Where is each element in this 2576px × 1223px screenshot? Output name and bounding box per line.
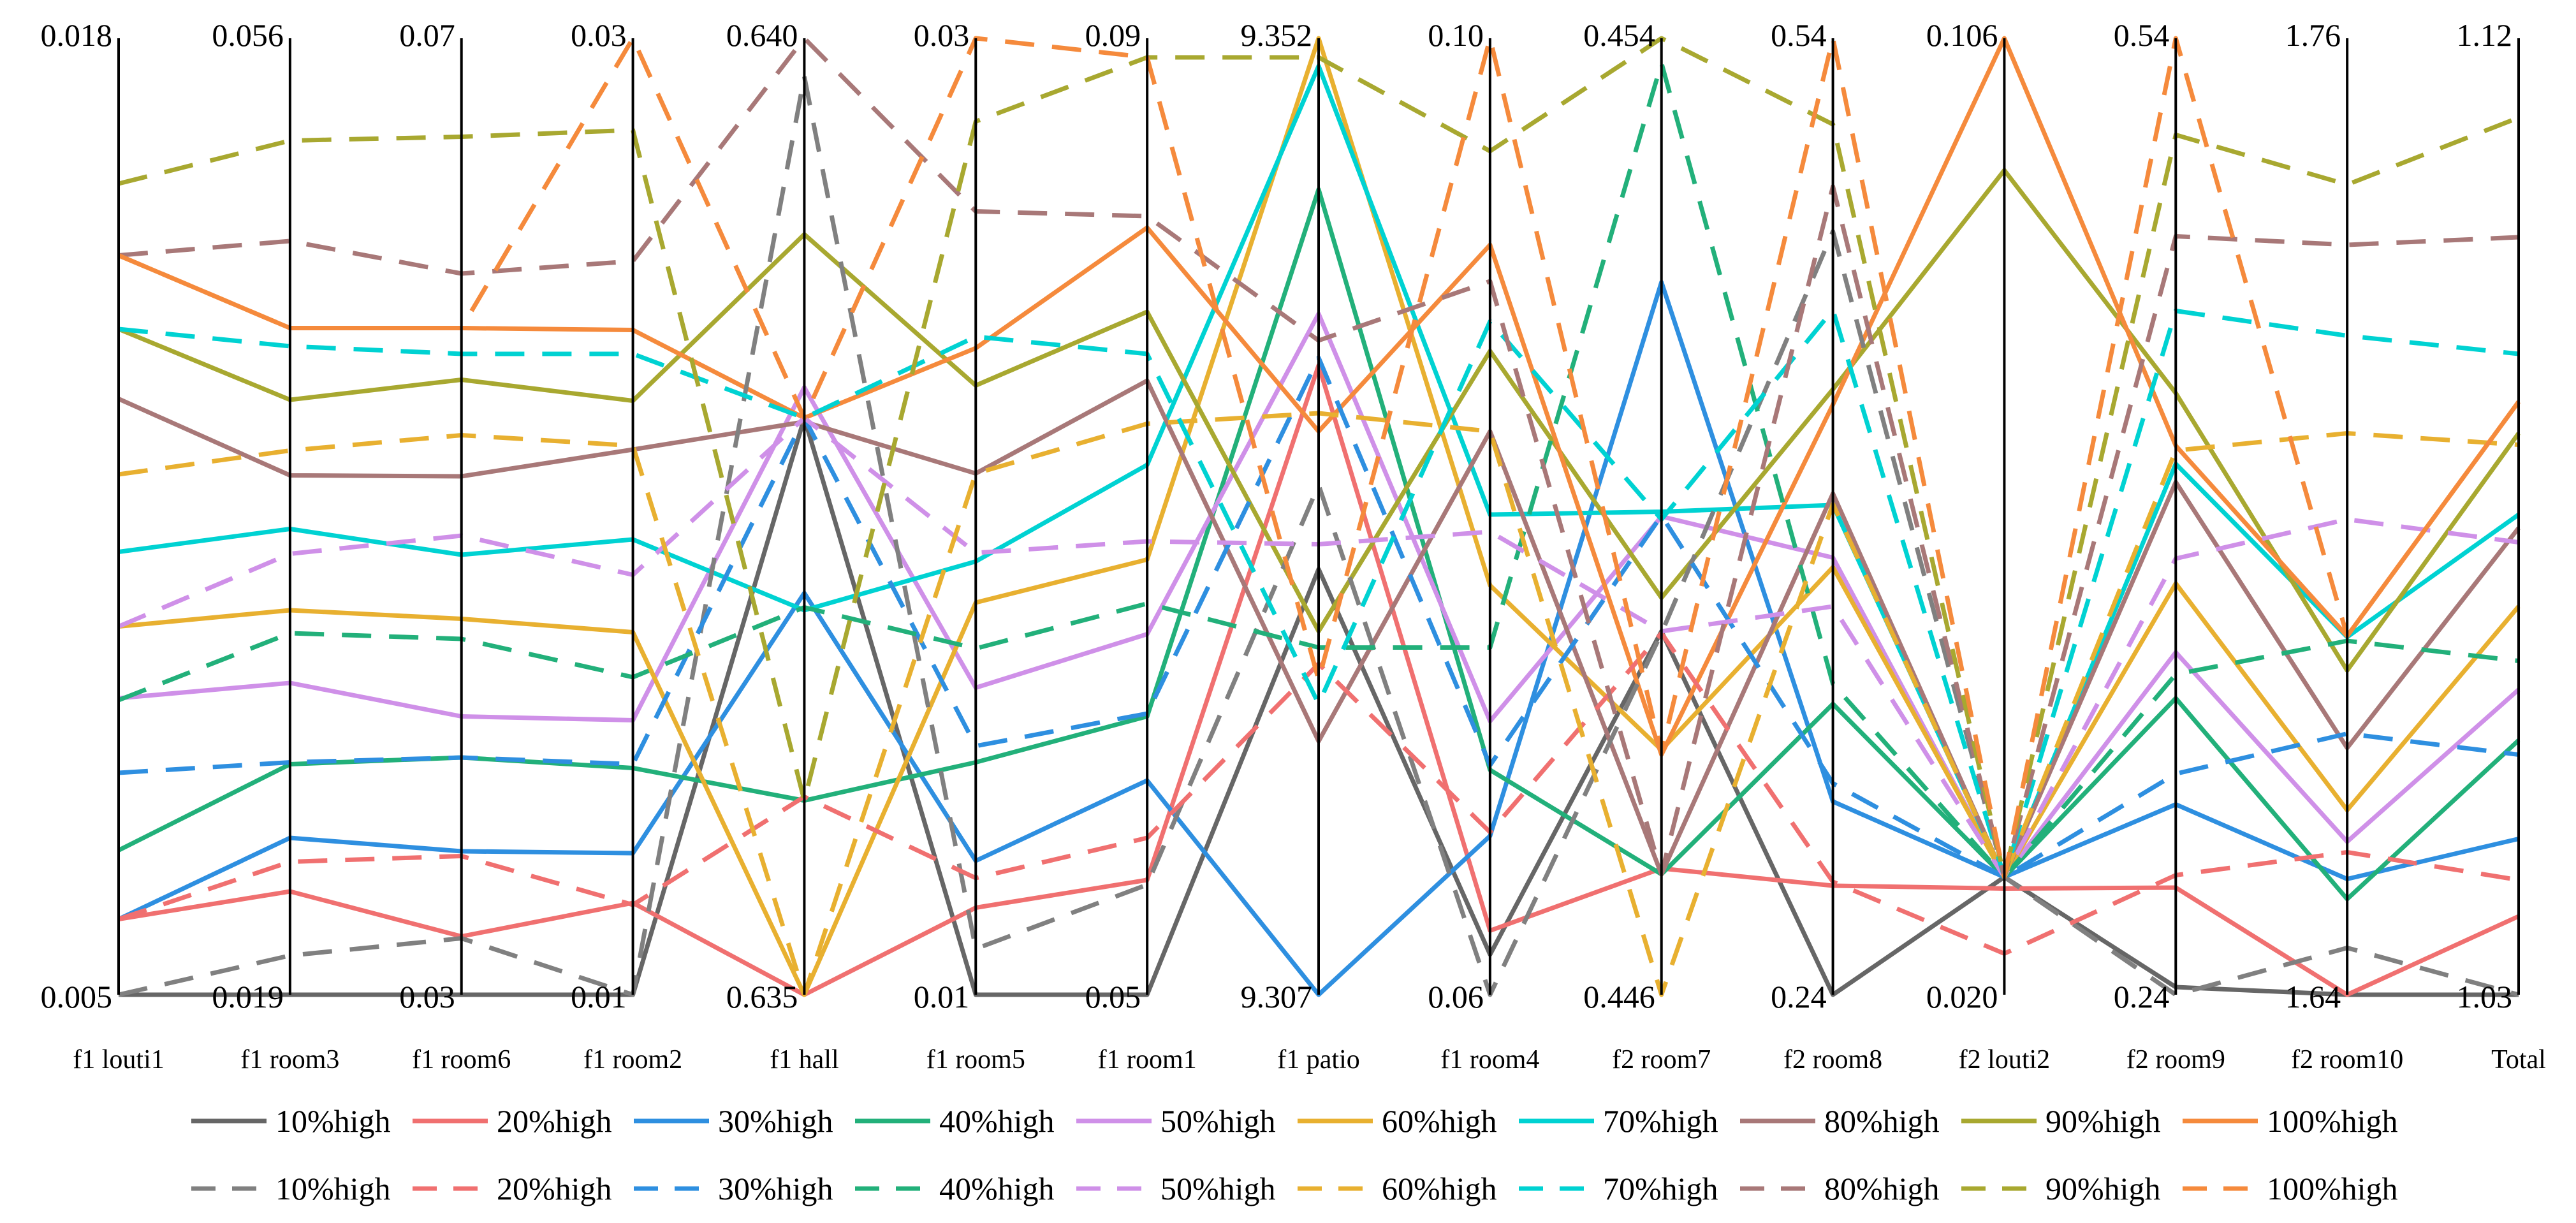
axis-title-f2-room9: f2 room9 — [2126, 1045, 2225, 1074]
legend-item-70pcthigh-solid: 70%high — [1519, 1103, 1718, 1139]
axis-min-label-f1-room6: 0.03 — [399, 979, 455, 1014]
axis-max-label-f1-room1: 0.09 — [1085, 17, 1141, 53]
legend-label: 60%high — [1382, 1171, 1497, 1206]
legend-item-20pcthigh-solid: 20%high — [413, 1103, 612, 1139]
legend-item-80pcthigh-solid: 80%high — [1740, 1103, 1940, 1139]
axis-max-label-f2-louti2: 0.106 — [1926, 17, 1998, 53]
legend-item-90pcthigh-solid: 90%high — [1961, 1103, 2161, 1139]
legend-item-100pcthigh-dashed: 100%high — [2183, 1171, 2398, 1206]
axis-labels: 0.018 0.005 f1 louti1 0.056 0.019 f1 room3 0.0… — [41, 17, 2546, 1074]
axis-min-label-total: 1.03 — [2457, 979, 2513, 1014]
legend-label: 50%high — [1160, 1171, 1276, 1206]
legend-item-50pcthigh-solid: 50%high — [1076, 1103, 1276, 1139]
axis-title-f1-room6: f1 room6 — [412, 1045, 511, 1074]
axis-max-label-f1-room6: 0.07 — [399, 17, 455, 53]
legend-label: 50%high — [1160, 1103, 1276, 1139]
series-line-10pcthigh-dashed — [118, 74, 2519, 997]
legend-label: 30%high — [718, 1103, 833, 1139]
axis-min-label-f2-louti2: 0.020 — [1926, 979, 1998, 1014]
legend-item-20pcthigh-dashed: 20%high — [413, 1171, 612, 1206]
legend-label: 20%high — [497, 1171, 612, 1206]
axis-min-label-f1-louti1: 0.005 — [41, 979, 113, 1014]
legend-item-100pcthigh-solid: 100%high — [2183, 1103, 2398, 1139]
legend-item-80pcthigh-dashed: 80%high — [1740, 1171, 1940, 1206]
axis-title-f1-louti1: f1 louti1 — [73, 1045, 165, 1074]
legend-label: 10%high — [275, 1103, 391, 1139]
axis-max-label-f1-room3: 0.056 — [212, 17, 284, 53]
legend-item-50pcthigh-dashed: 50%high — [1076, 1171, 1276, 1206]
axis-min-label-f1-room5: 0.01 — [914, 979, 970, 1014]
series-line-100pcthigh-dashed — [117, 36, 2521, 879]
legend-item-70pcthigh-dashed: 70%high — [1519, 1171, 1718, 1206]
legend-label: 80%high — [1824, 1103, 1940, 1139]
legend-label: 80%high — [1824, 1171, 1940, 1206]
axis-max-label-f1-patio: 9.352 — [1241, 17, 1313, 53]
legend-item-60pcthigh-solid: 60%high — [1298, 1103, 1497, 1139]
legend-label: 40%high — [939, 1171, 1055, 1206]
axis-min-label-f1-hall: 0.635 — [726, 979, 798, 1014]
axis-max-label-f1-room4: 0.10 — [1428, 17, 1484, 53]
axis-min-label-f1-room1: 0.05 — [1085, 979, 1141, 1014]
legend-item-30pcthigh-dashed: 30%high — [634, 1171, 833, 1206]
axis-title-f2-room10: f2 room10 — [2291, 1045, 2403, 1074]
axis-max-label-f2-room7: 0.454 — [1583, 17, 1655, 53]
legend-item-60pcthigh-dashed: 60%high — [1298, 1171, 1497, 1206]
legend-label: 70%high — [1603, 1171, 1718, 1206]
axis-title-f1-room3: f1 room3 — [240, 1045, 339, 1074]
axis-max-label-f1-room2: 0.03 — [571, 17, 627, 53]
legend-label: 90%high — [2045, 1103, 2161, 1139]
legend-item-30pcthigh-solid: 30%high — [634, 1103, 833, 1139]
axis-max-label-f2-room10: 1.76 — [2285, 17, 2341, 53]
legend-label: 30%high — [718, 1171, 833, 1206]
axis-max-label-f2-room8: 0.54 — [1771, 17, 1827, 53]
legend-label: 10%high — [275, 1171, 391, 1206]
series-line-70pcthigh-dashed — [118, 307, 2519, 879]
axis-min-label-f1-patio: 9.307 — [1241, 979, 1313, 1014]
axis-max-label-f1-room5: 0.03 — [914, 17, 970, 53]
axis-title-f2-room8: f2 room8 — [1783, 1045, 1882, 1074]
axis-min-label-f1-room3: 0.019 — [212, 979, 284, 1014]
legend-item-10pcthigh-solid: 10%high — [191, 1103, 391, 1139]
legend-label: 60%high — [1382, 1103, 1497, 1139]
legend-item-10pcthigh-dashed: 10%high — [191, 1171, 391, 1206]
axis-max-label-f2-room9: 0.54 — [2114, 17, 2170, 53]
axis-min-label-f1-room2: 0.01 — [571, 979, 627, 1014]
axes — [117, 38, 2520, 995]
legend-item-90pcthigh-dashed: 90%high — [1961, 1171, 2161, 1206]
legend-label: 20%high — [497, 1103, 612, 1139]
axis-max-label-total: 1.12 — [2457, 17, 2513, 53]
axis-title-total: Total — [2491, 1045, 2546, 1074]
axis-title-f1-room4: f1 room4 — [1440, 1045, 1539, 1074]
axis-min-label-f1-room4: 0.06 — [1428, 979, 1484, 1014]
axis-title-f1-room2: f1 room2 — [583, 1045, 682, 1074]
axis-title-f2-room7: f2 room7 — [1612, 1045, 1711, 1074]
axis-max-label-f1-louti1: 0.018 — [41, 17, 113, 53]
legend-item-40pcthigh-solid: 40%high — [855, 1103, 1055, 1139]
legend-label: 70%high — [1603, 1103, 1718, 1139]
axis-title-f1-room5: f1 room5 — [926, 1045, 1025, 1074]
axis-min-label-f2-room10: 1.64 — [2285, 979, 2341, 1014]
legend-label: 100%high — [2267, 1103, 2398, 1139]
axis-title-f1-room1: f1 room1 — [1098, 1045, 1197, 1074]
axis-title-f2-louti2: f2 louti2 — [1959, 1045, 2051, 1074]
axis-max-label-f1-hall: 0.640 — [726, 17, 798, 53]
legend: 10%high 20%high 30%high 40%high 50%high 60%hi… — [191, 1103, 2398, 1206]
axis-min-label-f2-room8: 0.24 — [1771, 979, 1827, 1014]
legend-item-40pcthigh-dashed: 40%high — [855, 1171, 1055, 1206]
axis-title-f1-patio: f1 patio — [1277, 1045, 1359, 1074]
legend-label: 100%high — [2267, 1171, 2398, 1206]
legend-label: 40%high — [939, 1103, 1055, 1139]
legend-label: 90%high — [2045, 1171, 2161, 1206]
axis-min-label-f2-room7: 0.446 — [1583, 979, 1655, 1014]
axis-title-f1-hall: f1 hall — [770, 1045, 838, 1074]
axis-min-label-f2-room9: 0.24 — [2114, 979, 2170, 1014]
